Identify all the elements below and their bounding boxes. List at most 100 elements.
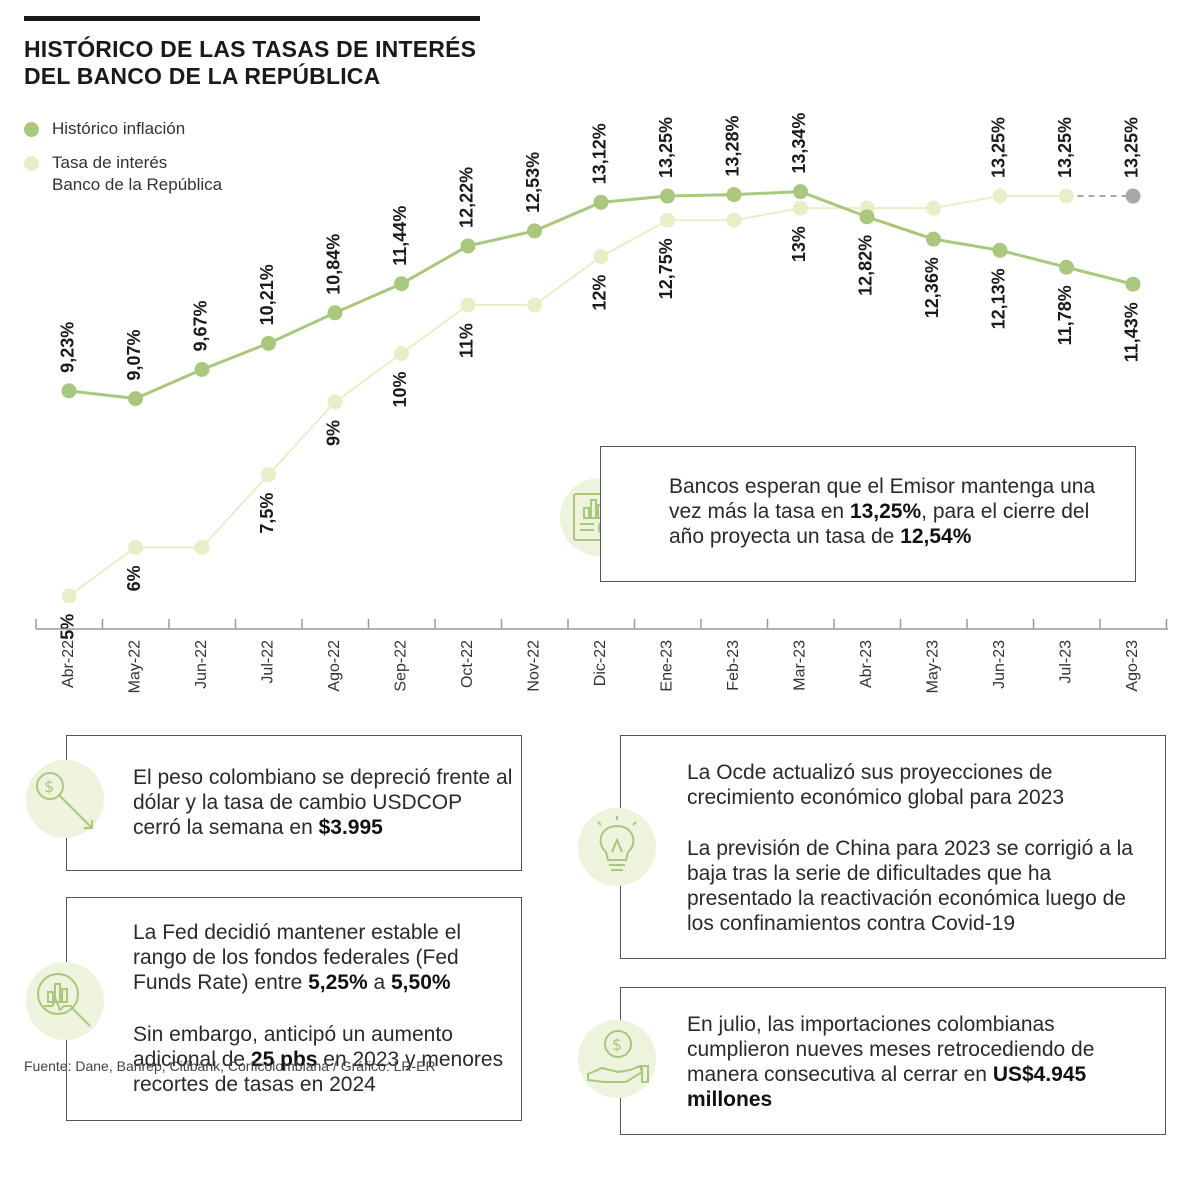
- dollar-hand-icon: $: [578, 1020, 656, 1098]
- x-tick-label: Mar-23: [792, 640, 809, 691]
- rate-point: [128, 539, 143, 555]
- inflation-point: [859, 209, 875, 225]
- fed-rate-low: 5,25%: [308, 971, 368, 994]
- inflation-data-label: 13,28%: [723, 116, 743, 177]
- inflation-point: [1059, 259, 1074, 275]
- x-tick-label: Sep-22: [393, 640, 410, 692]
- imports-box: En julio, las importaciones colombianas …: [620, 987, 1166, 1135]
- rate-point: [926, 200, 941, 216]
- legend-label-inflation: Histórico inflación: [52, 119, 186, 138]
- inflation-point: [660, 188, 675, 204]
- peso-exchange-value: $3.995: [318, 816, 383, 839]
- inflation-data-label: 12,13%: [989, 268, 1009, 329]
- rate-point: [992, 188, 1008, 204]
- inflation-point: [460, 238, 476, 254]
- chart-title: HISTÓRICO DE LAS TASAS DE INTERÉS DEL BA…: [24, 36, 476, 90]
- inflation-data-label: 10,84%: [324, 234, 344, 295]
- rate-point: [660, 212, 675, 228]
- svg-text:$: $: [44, 777, 54, 796]
- legend-swatch-rate: [24, 156, 39, 171]
- inflation-data-label: 11,43%: [1122, 302, 1142, 362]
- legend-label-rate-line-1: Tasa de interés: [52, 153, 168, 172]
- banks-year-end-value: 12,54%: [900, 525, 972, 548]
- chart-title-line-2: DEL BANCO DE LA REPÚBLICA: [24, 63, 381, 89]
- banks-forecast-text: Bancos esperan que el Emisor mantenga un…: [669, 474, 1119, 549]
- x-tick-label: May-22: [127, 640, 144, 693]
- imports-text: En julio, las importaciones colombianas …: [687, 1012, 1147, 1112]
- x-tick-label: Jun-22: [193, 640, 210, 689]
- rate-data-label: 12,75%: [656, 238, 676, 299]
- fed-text-2: a: [367, 971, 391, 994]
- banks-text-1: Bancos esperan que el Emisor mantenga un…: [669, 475, 1096, 523]
- inflation-point: [194, 361, 210, 377]
- inflation-point: [61, 383, 77, 399]
- inflation-point: [1125, 276, 1141, 292]
- legend-swatch-inflation: [24, 122, 39, 137]
- rate-point: [327, 394, 343, 410]
- x-tick-label: Jul-23: [1058, 640, 1075, 684]
- fed-rate-high: 5,50%: [391, 971, 451, 994]
- x-tick-label: Dic-22: [592, 640, 609, 686]
- legend-item-rate: Tasa de interés Banco de la República: [24, 152, 222, 196]
- rate-series-line: [68, 195, 1067, 597]
- inflation-point: [593, 194, 609, 210]
- chart-title-line-1: HISTÓRICO DE LAS TASAS DE INTERÉS: [24, 36, 477, 62]
- imports-value: US$4.945 millones: [687, 1063, 1087, 1111]
- x-tick-label: Ene-23: [659, 640, 676, 692]
- rate-data-label: 12%: [590, 275, 610, 311]
- svg-text:$: $: [612, 1035, 622, 1054]
- banks-text-2: , para el cierre del año proyecta un tas…: [669, 500, 1090, 548]
- banks-forecast-box: Bancos esperan que el Emisor mantenga un…: [600, 446, 1136, 582]
- fed-text-4: en 2023 y menores recortes de tasas en 2…: [133, 1048, 504, 1096]
- inflation-data-label: 13,12%: [590, 123, 610, 184]
- lightbulb-icon: [578, 808, 656, 886]
- inflation-point: [527, 223, 542, 239]
- fed-text-3: Sin embargo, anticipó un aumento adicion…: [133, 1023, 453, 1071]
- x-tick-label: Oct-22: [459, 640, 476, 688]
- inflation-data-label: 9,23%: [58, 322, 78, 373]
- fed-text-more: Sin embargo, anticipó un aumento adicion…: [133, 1022, 513, 1097]
- inflation-point: [726, 187, 742, 203]
- peso-text-1: El peso colombiano se depreció frente al…: [133, 766, 513, 839]
- dollar-down-icon: $: [26, 760, 104, 838]
- x-tick-label: Abr-22: [60, 640, 77, 688]
- title-top-rule: [24, 16, 480, 21]
- inflation-point: [327, 305, 343, 321]
- source-note: Fuente: Dane, Banrep, Citibank, Corficol…: [24, 1058, 436, 1074]
- inflation-point: [394, 276, 409, 292]
- x-tick-label: Abr-23: [858, 640, 875, 688]
- rate-point: [261, 467, 276, 483]
- line-chart: 9,23% 9,07% 9,67% 10,21% 10,84% 11,44% 12,22% 1…: [35, 113, 1168, 693]
- inflation-data-label: 12,82%: [856, 235, 876, 296]
- ocde-box: La Ocde actualizó sus proyecciones de cr…: [620, 735, 1166, 959]
- inflation-data-label: 12,36%: [922, 257, 942, 318]
- x-tick-label: Ago-22: [326, 640, 343, 692]
- banks-rate-value: 13,25%: [849, 500, 922, 523]
- imports-text-1: En julio, las importaciones colombianas …: [687, 1013, 1095, 1086]
- rate-data-label: 13%: [789, 226, 809, 262]
- inflation-data-label: 9,07%: [124, 330, 144, 381]
- rate-data-label: 13,25%: [989, 117, 1009, 178]
- inflation-point: [992, 242, 1008, 258]
- inflation-data-label: 11,44%: [390, 206, 410, 266]
- inflation-data-label: 11,78%: [1055, 285, 1075, 345]
- rate-data-label: 5%: [58, 614, 78, 640]
- x-tick-label: May-23: [925, 640, 942, 693]
- rate-point: [593, 249, 609, 265]
- rate-point: [460, 297, 476, 313]
- rate-point: [726, 212, 742, 228]
- rate-point: [1059, 188, 1074, 204]
- rate-data-label: 11%: [457, 323, 477, 358]
- ocde-text-2: La previsión de China para 2023 se corri…: [687, 837, 1133, 935]
- inflation-point: [926, 231, 941, 247]
- rate-point: [1125, 188, 1141, 204]
- inflation-point: [128, 391, 143, 407]
- fed-text: La Fed decidió mantener estable el rango…: [133, 920, 513, 995]
- ocde-text-1: La Ocde actualizó sus proyecciones de cr…: [687, 761, 1065, 809]
- x-tick-label: Feb-23: [725, 640, 742, 691]
- inflation-data-label: 12,22%: [457, 167, 477, 228]
- x-tick-label: Ago-23: [1124, 640, 1141, 692]
- legend-label-rate-line-2: Banco de la República: [52, 175, 223, 194]
- chart-magnifier-icon: [26, 962, 104, 1040]
- fed-hike-value: 25 pbs: [250, 1048, 318, 1071]
